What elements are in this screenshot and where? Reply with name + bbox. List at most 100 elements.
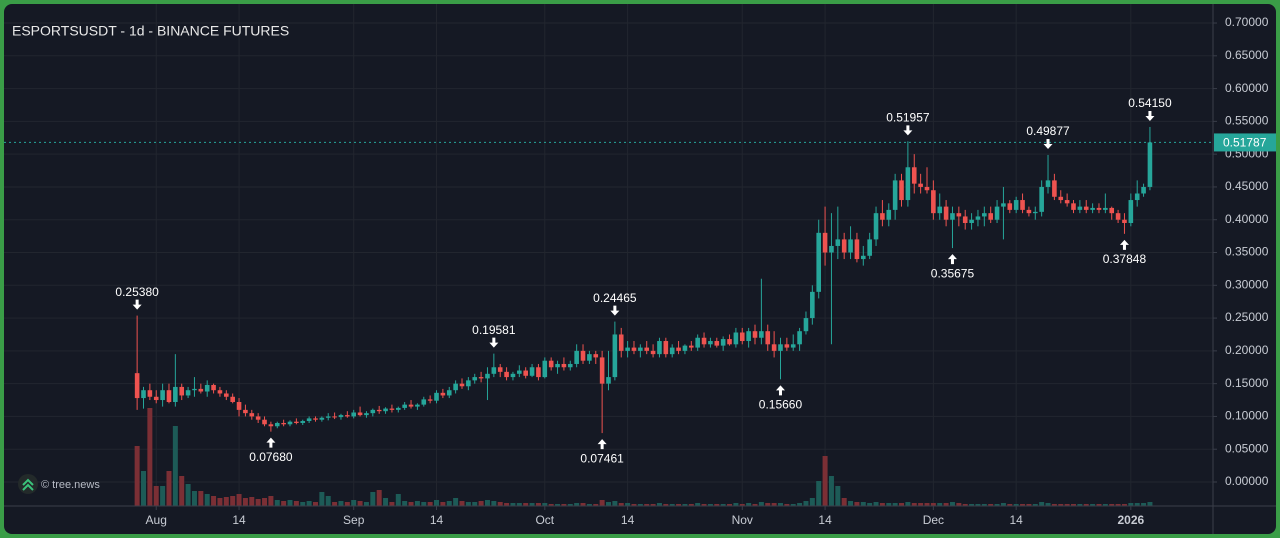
volume-bar xyxy=(937,503,943,506)
candle-body xyxy=(873,213,879,240)
candle-body xyxy=(739,332,745,342)
volume-bar xyxy=(669,504,675,506)
volume-bar xyxy=(631,504,637,506)
volume-bar xyxy=(1121,504,1127,506)
volume-bar xyxy=(854,502,860,506)
volume-bar xyxy=(262,498,268,506)
candle-body xyxy=(599,357,605,384)
candle-body xyxy=(459,383,465,387)
annotation-label: 0.24465 xyxy=(593,291,637,305)
volume-bar xyxy=(198,491,204,506)
candle-body xyxy=(625,347,630,351)
volume-bar xyxy=(663,504,669,506)
volume-bar xyxy=(899,503,905,506)
candle-body xyxy=(415,404,420,407)
candle-body xyxy=(1039,186,1044,212)
candle-body xyxy=(1077,206,1083,210)
volume-bar xyxy=(555,504,561,506)
volume-bar xyxy=(249,497,255,506)
candle-body xyxy=(682,345,688,351)
volume-bar xyxy=(918,503,924,506)
volume-bar xyxy=(1007,504,1013,506)
candle-body xyxy=(529,367,535,376)
candle-body xyxy=(829,245,834,253)
annotation-label: 0.54150 xyxy=(1128,96,1172,110)
volume-bar xyxy=(1039,502,1045,506)
volume-bar xyxy=(911,503,917,506)
y-tick-label: 0.40000 xyxy=(1225,212,1269,226)
volume-bar xyxy=(408,502,414,506)
candle-body xyxy=(803,318,809,332)
volume-bar xyxy=(1077,504,1083,506)
volume-bar xyxy=(784,504,790,506)
annotation-arrow xyxy=(597,439,607,450)
candle-body xyxy=(306,418,312,422)
volume-bar xyxy=(567,504,573,506)
volume-bar xyxy=(147,408,153,506)
annotation-label: 0.25380 xyxy=(115,285,159,299)
volume-bar xyxy=(828,476,834,506)
candle-body xyxy=(364,413,369,416)
candle-body xyxy=(1141,186,1146,194)
candle-body xyxy=(943,206,949,220)
volume-bar xyxy=(351,500,357,506)
y-tick-label: 0.05000 xyxy=(1225,441,1269,455)
candle-body xyxy=(962,216,968,224)
volume-bar xyxy=(504,503,510,506)
candle-body xyxy=(931,190,936,214)
candle-body xyxy=(714,341,720,346)
volume-bar xyxy=(389,502,395,506)
volume-bar xyxy=(338,501,344,506)
candle-body xyxy=(1026,209,1032,214)
volume-bar xyxy=(223,497,229,506)
volume-bar xyxy=(593,504,599,506)
candle-body xyxy=(1007,203,1013,210)
x-tick-label: Aug xyxy=(146,513,167,527)
candle-body xyxy=(466,380,471,387)
axis-layer: 0.00000 0.05000 0.10000 0.15000 0.20000 0.250… xyxy=(146,15,1276,527)
volume-bar xyxy=(924,503,930,506)
volume-bar xyxy=(943,503,949,506)
volume-bar xyxy=(905,502,911,506)
candle-body xyxy=(810,291,815,319)
x-tick-label: 14 xyxy=(818,513,832,527)
y-tick-label: 0.55000 xyxy=(1225,114,1269,128)
annotation-arrow xyxy=(1145,110,1155,121)
volume-bar xyxy=(395,494,401,506)
candle-body xyxy=(160,390,165,401)
annotation-arrow xyxy=(266,437,276,448)
volume-bar xyxy=(682,504,688,506)
volume-bar xyxy=(268,496,274,506)
volume-bar xyxy=(848,501,854,506)
volume-bar xyxy=(434,500,440,506)
volume-bar xyxy=(491,501,497,506)
candle-body xyxy=(1045,180,1051,187)
candle-body xyxy=(517,370,522,374)
volume-bar xyxy=(797,503,803,506)
candle-body xyxy=(1103,207,1108,210)
volume-bar xyxy=(217,498,223,506)
candle-body xyxy=(956,213,962,217)
annotation-label: 0.49877 xyxy=(1026,124,1070,138)
volume-bar xyxy=(841,498,847,506)
candle-body xyxy=(198,388,204,392)
volume-bar xyxy=(586,504,592,506)
candle-body xyxy=(835,239,841,246)
y-tick-label: 0.45000 xyxy=(1225,179,1269,193)
candle-body xyxy=(918,183,923,187)
volume-bar xyxy=(287,500,293,506)
volume-bar xyxy=(727,504,733,506)
candle-body xyxy=(880,213,885,220)
candle-body xyxy=(395,407,401,410)
candle-body xyxy=(497,367,503,372)
candle-body xyxy=(1083,206,1089,210)
y-tick-label: 0.30000 xyxy=(1225,277,1269,291)
candle-body xyxy=(268,424,274,427)
candle-body xyxy=(389,408,395,410)
volume-bar xyxy=(981,504,987,506)
volume-bar xyxy=(293,501,299,506)
candle-body xyxy=(899,180,904,201)
candle-body xyxy=(708,341,713,345)
volume-bar xyxy=(1141,503,1147,506)
volume-bar xyxy=(1051,504,1057,506)
